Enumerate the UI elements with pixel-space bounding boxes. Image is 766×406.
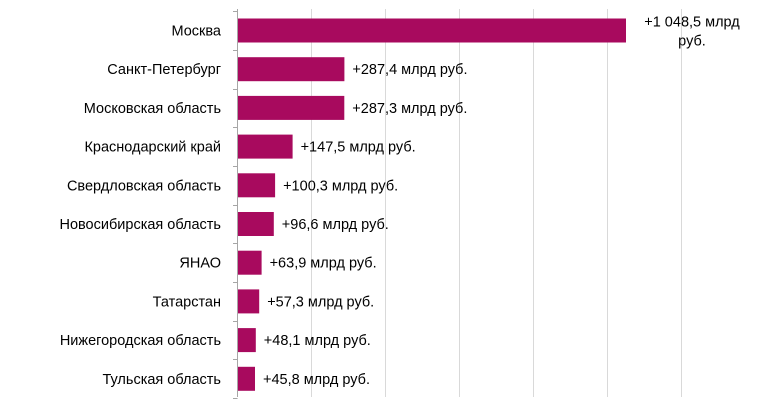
category-label: ЯНАО [179, 256, 221, 272]
y-axis [233, 9, 238, 399]
data-label: +287,3 млрд руб. [352, 101, 467, 117]
data-label: +147,5 млрд руб. [301, 140, 416, 156]
data-label: +1 048,5 млрд [644, 15, 740, 31]
data-label: +96,6 млрд руб. [282, 217, 389, 233]
category-label: Краснодарский край [84, 140, 221, 156]
category-label: Нижегородская область [60, 333, 221, 349]
gridlines [311, 9, 682, 397]
category-label: Татарстан [153, 294, 221, 310]
bars [238, 18, 626, 391]
bar [238, 134, 293, 159]
category-label: Московская область [84, 101, 221, 117]
bar [238, 95, 345, 120]
labels: Москва +1 048,5 млрд руб. Санкт-Петербург +2… [59, 15, 740, 388]
category-label: Свердловская область [67, 178, 221, 194]
bar [238, 289, 260, 314]
bar [238, 18, 626, 43]
category-label: Тульская область [102, 372, 221, 388]
category-label: Санкт-Петербург [107, 62, 221, 78]
category-label: Новосибирская область [59, 217, 221, 233]
data-label: +45,8 млрд руб. [263, 372, 370, 388]
bar [238, 212, 274, 236]
data-label: +100,3 млрд руб. [283, 178, 398, 194]
data-label: +63,9 млрд руб. [270, 256, 377, 272]
bar [238, 328, 256, 353]
category-label: Москва [171, 24, 221, 40]
data-label: руб. [678, 34, 706, 50]
data-label: +48,1 млрд руб. [264, 333, 371, 349]
data-label: +287,4 млрд руб. [352, 62, 467, 78]
bar [238, 173, 276, 198]
bar [238, 366, 255, 391]
bar [238, 250, 262, 275]
bar [238, 57, 345, 82]
data-label: +57,3 млрд руб. [267, 294, 374, 310]
